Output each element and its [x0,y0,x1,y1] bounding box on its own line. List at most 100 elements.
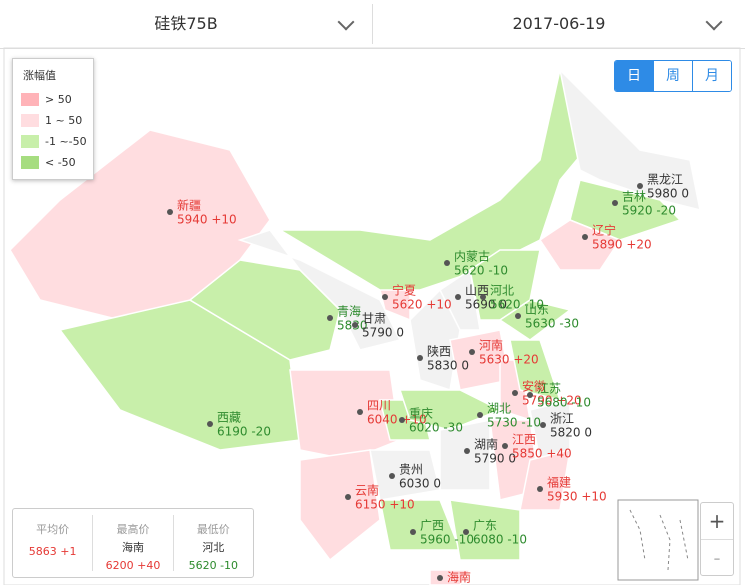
period-tabs: 日周月 [614,60,732,92]
stats-panel: 平均价 5863 +1 最高价 海南 6200 +40 最低价 河北 5620 -10 [12,508,254,578]
legend-item: > 50 [13,89,93,110]
province-area[interactable] [299,449,381,562]
province-value: 6150 +10 [355,498,415,512]
legend-label: 1 ~ 50 [45,114,83,127]
province-area[interactable] [509,339,562,402]
province-area[interactable] [558,67,701,212]
product-select[interactable]: 硅铁75B [0,0,372,48]
province-dot [527,392,533,398]
province-dot [469,349,475,355]
legend-item: < -50 [13,152,93,173]
province-name: 湖南 [474,437,498,452]
province-value: 5790 0 [362,326,404,340]
province-value: 5680 -10 [537,396,591,410]
province-value: 5620 -10 [490,298,544,312]
province-name: 广东 [473,519,497,533]
date: 2017-06-19 [512,14,606,33]
legend-swatch [21,114,39,127]
province-dot [417,355,423,361]
province-area[interactable] [519,448,571,511]
stat-label: 平均价 [36,523,70,536]
province-name: 重庆 [409,407,433,421]
province-value: 6190 -20 [217,425,271,439]
province-area[interactable] [398,389,502,431]
province-name: 吉林 [622,190,646,204]
province-name: 浙江 [550,412,574,426]
zoom-in[interactable]: + [708,509,726,533]
province-name: 湖北 [487,401,511,416]
province-value: 5980 0 [647,187,689,201]
province-dot [612,200,618,206]
province-dot [352,322,358,328]
province-name: 江苏 [537,382,561,396]
date-select[interactable]: 2017-06-19 [373,0,745,48]
province-area[interactable] [498,299,572,341]
province-dot [167,209,173,215]
province-value: 5960 -10 [420,533,474,547]
province-name: 河北 [490,284,514,298]
province-value: 5820 0 [550,426,592,440]
province-dot [540,422,546,428]
tab[interactable]: 日 [615,61,653,91]
legend-swatch [21,156,39,169]
province-name: 青海 [337,304,361,319]
divider [372,4,373,44]
stat: 平均价 5863 +1 [13,515,92,571]
province-name: 海南 [447,570,471,585]
province-dot [207,421,213,427]
legend-label: -1 ~-50 [45,135,87,148]
province-area[interactable] [538,219,622,271]
province-dot [437,575,443,581]
zoom-out[interactable]: - [701,539,733,576]
stat-label: 最高价 [116,523,150,536]
province-dot [410,529,416,535]
legend-swatch [21,93,39,106]
province-value: 5630 -30 [525,317,579,331]
province-area[interactable] [439,419,491,491]
province-value: 5730 -10 [487,416,541,430]
province-name: 陕西 [427,344,451,359]
province-value: 5790 +20 [522,394,582,408]
province-value: 5930 +10 [547,490,607,504]
legend-label: > 50 [45,93,72,106]
province-name: 黑龙江 [647,173,683,187]
tab[interactable]: 月 [692,61,731,91]
stat-region: 海南 [121,541,144,554]
province-area[interactable] [449,499,521,561]
province-area[interactable] [429,569,472,585]
province-area[interactable] [237,229,402,351]
province-name: 新疆 [177,198,201,213]
legend-item: 1 ~ 50 [13,110,93,131]
province-value: 5890 +20 [592,238,652,252]
stat-value: 6200 +40 [105,559,161,572]
province-value: 5940 +10 [177,213,237,227]
province-area[interactable] [369,449,441,501]
province-value: 6040 +10 [367,413,427,427]
province-dot [444,260,450,266]
province-value: 5850 +40 [512,447,572,461]
province-value: 5630 +20 [479,353,539,367]
province-name: 安徽 [522,379,546,394]
province-name: 山东 [525,303,549,317]
province-name: 河南 [479,338,503,353]
province-value: 5620 +10 [392,298,452,312]
province-value: 6030 0 [399,477,441,491]
province-value: 5920 -20 [622,204,676,218]
province-name: 辽宁 [592,223,616,238]
province-value: 5830 0 [427,359,469,373]
province-name: 贵州 [399,463,423,477]
tab[interactable]: 周 [653,61,692,91]
province-dot [512,390,518,396]
province-value: 6080 -10 [473,533,527,547]
province-dot [537,486,543,492]
province-name: 山西 [465,284,489,298]
stat-value: 5863 +1 [28,545,77,558]
header-line [0,48,745,49]
province-name: 四川 [367,399,391,413]
province-area[interactable] [569,179,682,241]
province-name: 福建 [547,475,571,490]
province-dot [477,412,483,418]
province-dot [502,443,508,449]
province-value: 5620 -10 [454,264,508,278]
